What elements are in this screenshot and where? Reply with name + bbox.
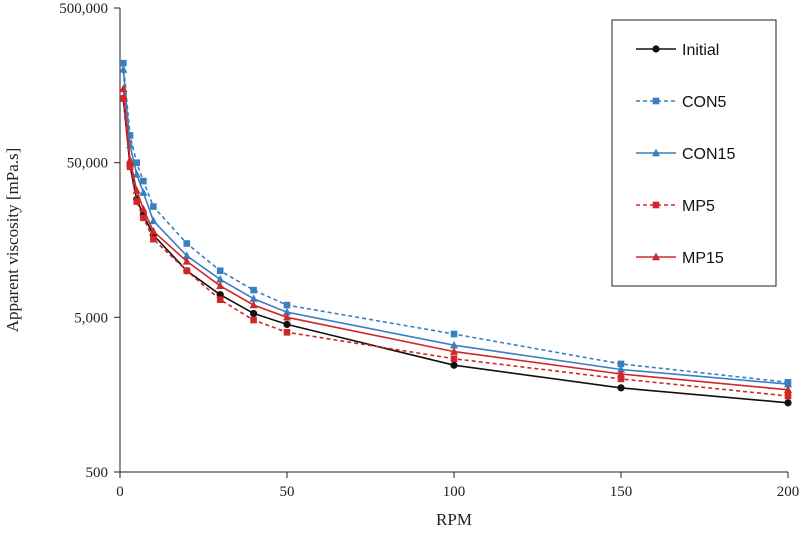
series-mp5: [120, 95, 792, 400]
data-point: [784, 385, 792, 393]
series-line: [122, 98, 789, 397]
data-point: [249, 294, 258, 302]
legend-item-con15: CON15: [636, 146, 735, 163]
data-point: [450, 361, 458, 369]
data-point: [283, 312, 291, 321]
y-axis-title: Apparent viscosity [mPa.s]: [3, 148, 22, 333]
data-point: [120, 95, 127, 102]
data-point: [617, 384, 625, 392]
legend-marker: [652, 97, 660, 105]
data-point: [140, 214, 147, 222]
data-point: [133, 159, 140, 166]
data-point: [216, 274, 225, 283]
data-point: [784, 379, 792, 388]
series-layer: [119, 59, 792, 407]
series-line: [122, 69, 789, 385]
legend-label: CON5: [682, 94, 727, 111]
x-axis: 0 50 100 150 200: [116, 472, 799, 500]
x-tick-label: 50: [280, 484, 295, 500]
data-point: [216, 267, 224, 275]
data-point: [617, 375, 625, 383]
legend-marker: [652, 201, 660, 209]
y-tick-label: 5,000: [74, 310, 108, 326]
data-point: [450, 340, 458, 349]
legend: Initial CON5 CON15 MP5 MP15: [611, 19, 777, 287]
series-line: [122, 88, 789, 391]
data-point: [784, 392, 792, 400]
data-point: [149, 216, 158, 225]
legend-item-con5: CON5: [636, 94, 727, 111]
x-axis-title: RPM: [436, 510, 472, 529]
data-point: [450, 347, 458, 355]
y-tick-label: 500,000: [59, 1, 108, 17]
legend-item-mp5: MP5: [636, 198, 715, 215]
data-point: [283, 301, 291, 309]
data-point: [249, 300, 258, 309]
data-point: [617, 369, 625, 378]
legend-item-mp15: MP15: [636, 250, 724, 267]
data-point: [120, 59, 127, 67]
data-point: [133, 198, 140, 205]
y-tick-label: 50,000: [67, 156, 108, 172]
y-tick-label: 500: [86, 465, 109, 481]
legend-marker: [652, 252, 660, 261]
data-point: [283, 307, 291, 316]
x-tick-label: 200: [777, 484, 800, 500]
legend-item-initial: Initial: [636, 42, 719, 59]
data-point: [150, 235, 157, 243]
series-mp15: [119, 84, 792, 393]
data-point: [216, 281, 225, 289]
data-point: [450, 355, 458, 363]
data-point: [250, 286, 257, 294]
data-point: [150, 203, 157, 210]
y-axis: 500 5,000 50,000 500,000: [59, 1, 120, 481]
legend-label: Initial: [682, 42, 719, 59]
data-point: [140, 177, 147, 185]
data-point: [450, 330, 458, 338]
x-tick-label: 150: [610, 484, 633, 500]
x-tick-label: 100: [443, 484, 466, 500]
data-point: [183, 267, 191, 275]
data-point: [126, 155, 135, 164]
legend-label: MP5: [682, 198, 715, 215]
series-line: [122, 63, 789, 384]
data-point: [132, 186, 141, 194]
data-point: [283, 329, 291, 336]
data-point: [216, 296, 224, 304]
data-point: [182, 251, 191, 259]
series-con15: [119, 65, 792, 388]
data-point: [784, 399, 792, 407]
data-point: [250, 316, 257, 324]
legend-marker: [652, 45, 660, 53]
data-point: [132, 169, 141, 178]
data-point: [149, 226, 158, 235]
data-point: [617, 365, 625, 373]
data-point: [283, 320, 291, 329]
data-point: [139, 188, 148, 196]
data-point: [119, 65, 128, 73]
data-point: [182, 256, 191, 265]
data-point: [126, 132, 134, 139]
data-point: [617, 360, 625, 368]
data-point: [183, 240, 191, 247]
legend-marker: [652, 148, 660, 157]
data-point: [126, 163, 134, 171]
legend-label: MP15: [682, 250, 724, 267]
data-point: [250, 309, 258, 318]
legend-label: CON15: [682, 146, 735, 163]
data-point: [119, 84, 128, 93]
x-tick-label: 0: [116, 484, 124, 500]
data-point: [139, 204, 148, 213]
